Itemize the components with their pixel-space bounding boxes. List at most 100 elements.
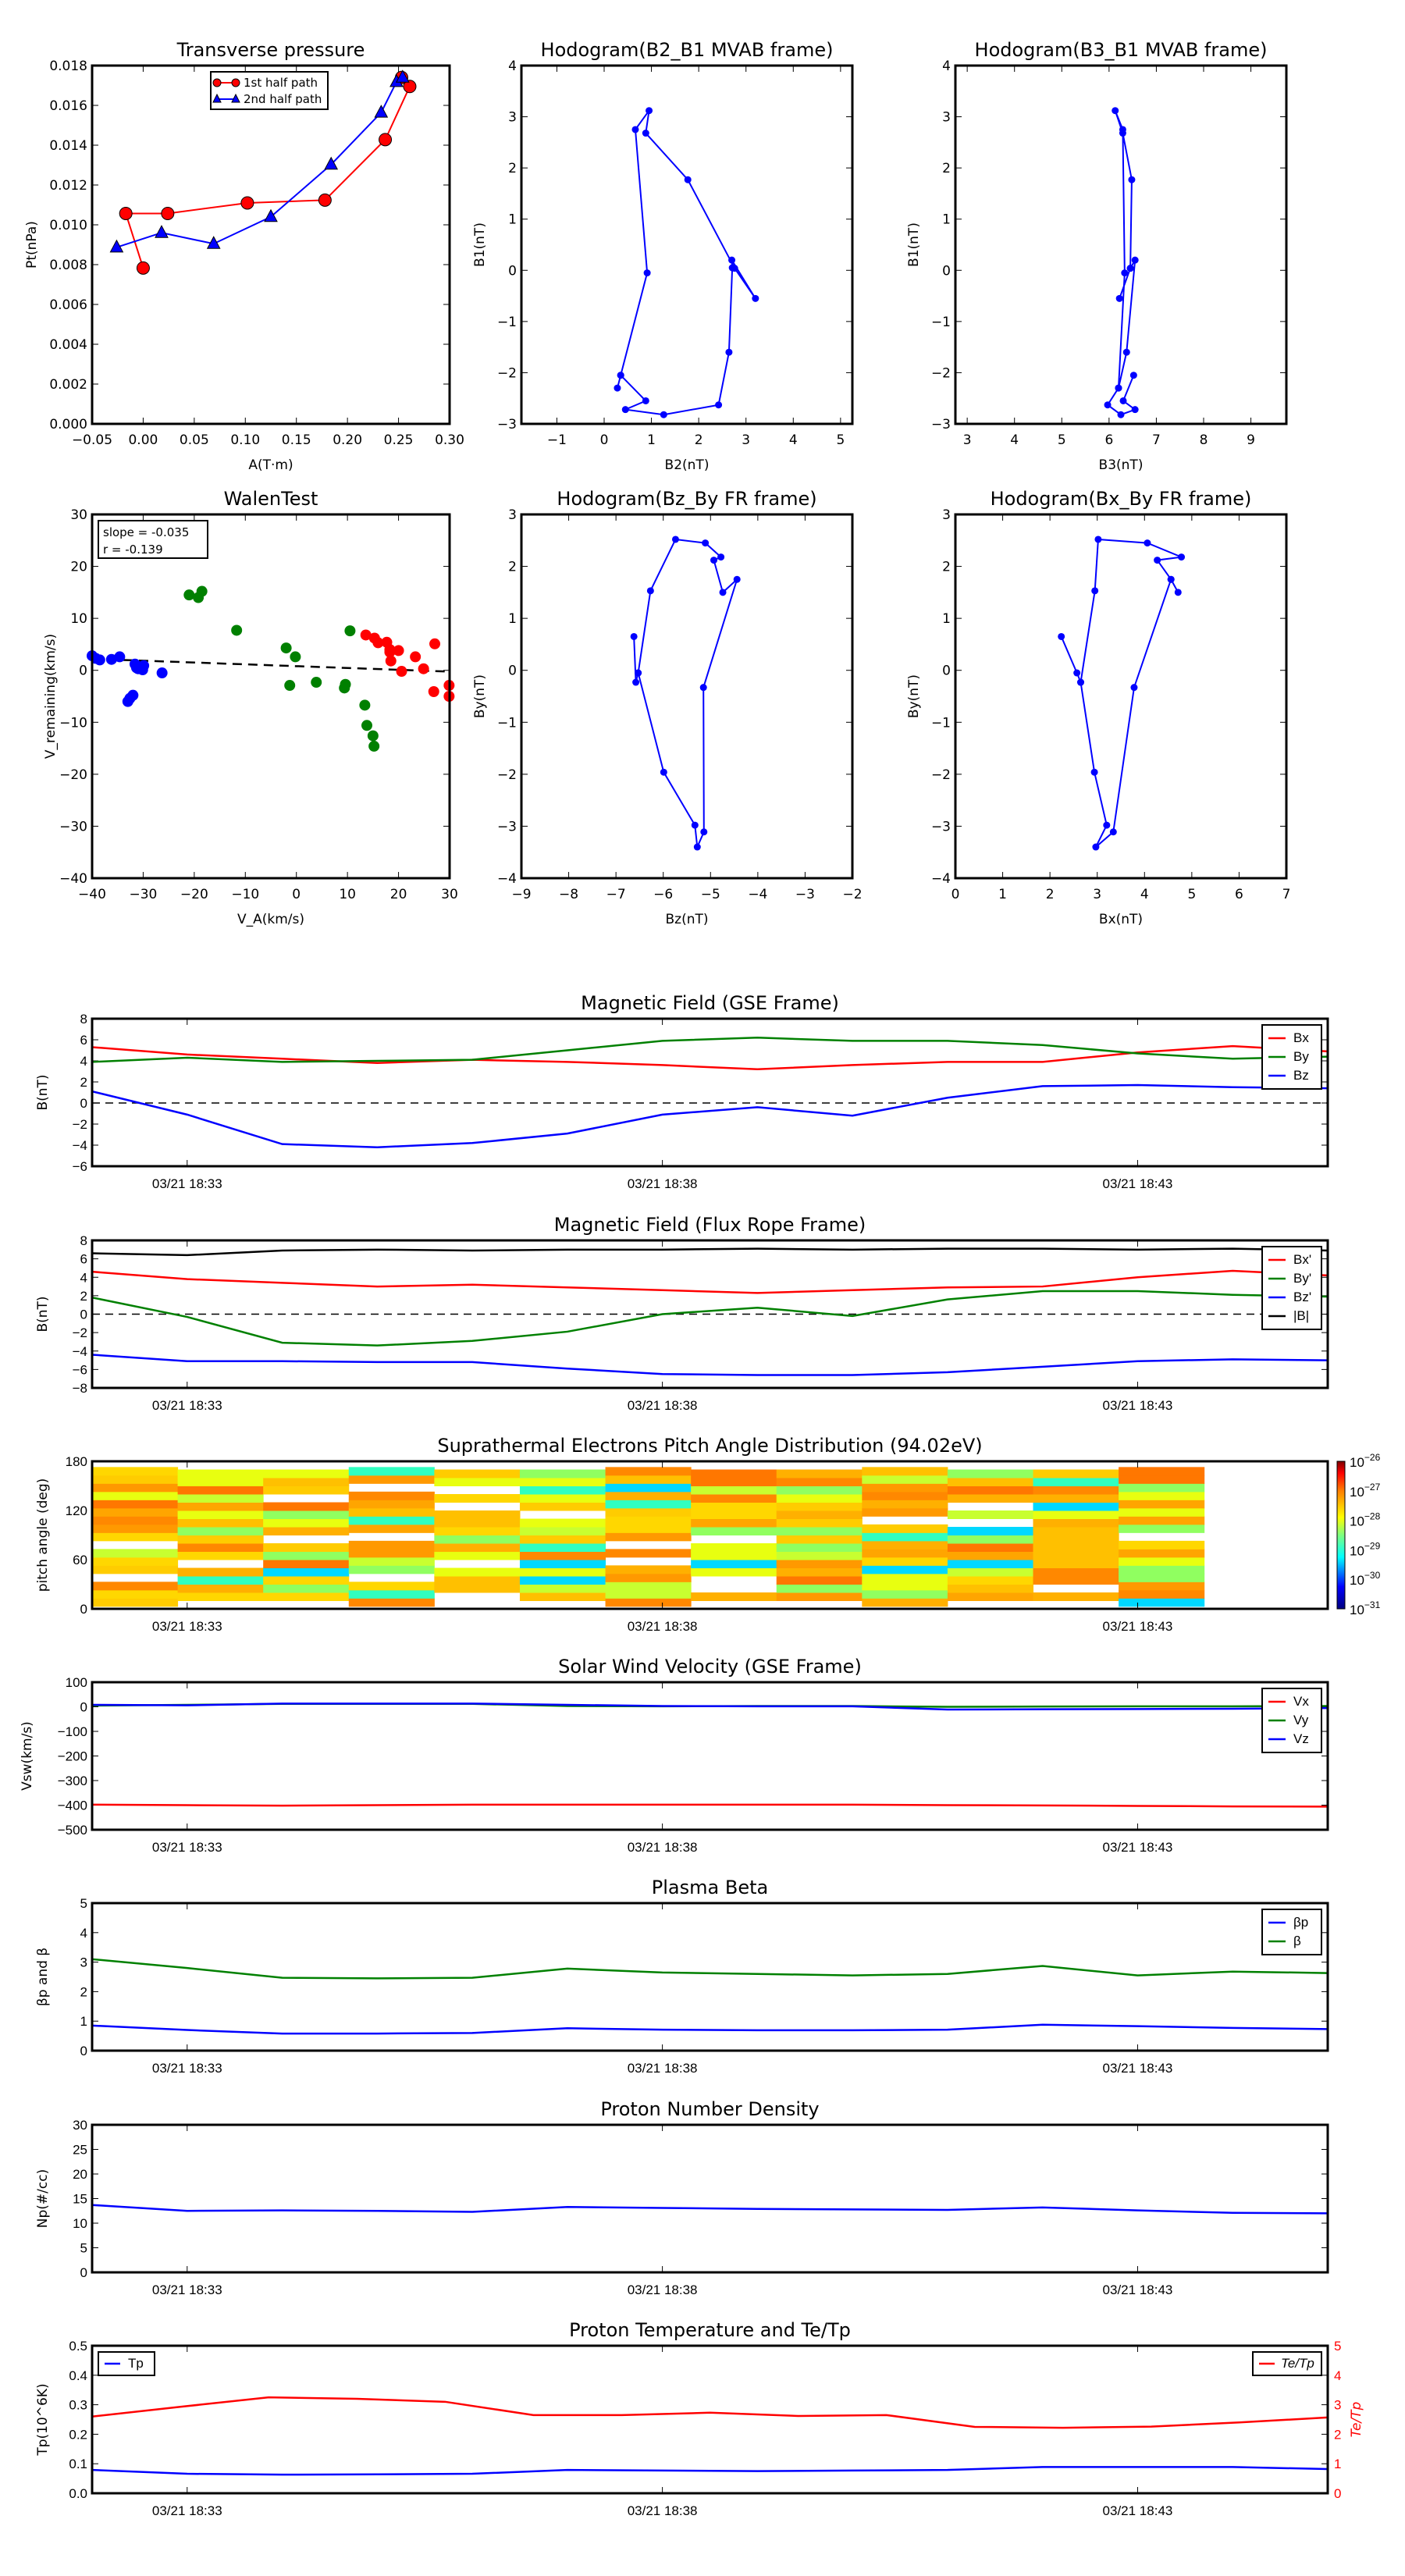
heatmap-cell <box>434 1543 521 1552</box>
heatmap-cell <box>177 1485 264 1495</box>
colorbar-tick-label: 10−30 <box>1350 1570 1381 1588</box>
x-tick-label: 0 <box>951 887 960 902</box>
y-tick-label: −1 <box>497 715 517 731</box>
x-tick-label: 3 <box>742 432 750 448</box>
marker-point <box>630 632 638 640</box>
legend-label: βp <box>1293 1915 1308 1930</box>
y-tick-label: 0.3 <box>69 2398 87 2413</box>
heatmap-cell <box>177 1510 264 1519</box>
y-tick-label: 0.008 <box>49 258 87 273</box>
heatmap-cell <box>862 1467 948 1476</box>
marker-point <box>684 176 692 183</box>
marker-point <box>1112 107 1119 115</box>
plot-frame <box>91 2344 1329 2495</box>
marker-1st half path <box>318 193 332 207</box>
y-axis-label: B1(nT) <box>472 222 488 267</box>
legend-label: By <box>1293 1049 1309 1064</box>
heatmap-cell <box>177 1469 264 1478</box>
heatmap-cell <box>519 1518 606 1528</box>
series-line-2nd half path <box>116 76 404 248</box>
marker-1st half path <box>136 261 150 275</box>
plot-frame <box>91 1902 1329 2052</box>
y-tick-label: 180 <box>66 1454 87 1469</box>
x-tick-label: 30 <box>441 887 458 902</box>
series-line-Vz <box>91 1703 1329 1711</box>
heatmap-cell <box>1119 1475 1205 1484</box>
marker-point <box>646 587 654 595</box>
x-tick-label: 03/21 18:38 <box>628 1619 698 1634</box>
y-tick-label: −200 <box>58 1749 87 1764</box>
x-tick-label: 1 <box>647 432 656 448</box>
marker-point <box>631 126 639 133</box>
heatmap-cell <box>862 1483 948 1493</box>
legend-label: 2nd half path <box>244 92 322 106</box>
heatmap-cell <box>263 1567 350 1577</box>
y-tick-label: −400 <box>58 1799 87 1813</box>
plot-frame <box>91 513 451 880</box>
x-tick-label: 03/21 18:43 <box>1103 1619 1173 1634</box>
heatmap-cell <box>862 1565 948 1574</box>
marker-point <box>1122 348 1130 356</box>
y-axis-label: By(nT) <box>472 674 488 718</box>
marker-point <box>700 828 708 836</box>
y-axis-label: B(nT) <box>35 1296 51 1332</box>
proton-temperature-chart: Proton Temperature and Te/Tp 0.0 0.1 0.2 0.3… <box>35 2319 1364 2518</box>
heatmap-cell <box>691 1567 777 1577</box>
colorbar-tick-label: 10−31 <box>1350 1599 1381 1617</box>
plot-frame <box>91 1017 1329 1168</box>
x-tick-label: −30 <box>129 887 157 902</box>
scatter-point-red <box>429 638 441 649</box>
y-tick-label: 8 <box>80 1012 87 1026</box>
x-tick-label: 8 <box>1200 432 1208 448</box>
legend-label: Tp <box>128 2356 144 2371</box>
legend-label: Bz <box>1293 1068 1309 1083</box>
x-axis-label: V_A(km/s) <box>237 912 304 927</box>
heatmap-cell <box>434 1551 521 1560</box>
plot-frame <box>954 64 1288 425</box>
colorbar-tick-label: 10−26 <box>1350 1452 1381 1470</box>
marker-point <box>693 843 701 851</box>
heatmap-cell <box>605 1507 692 1517</box>
scatter-point-green <box>280 642 292 654</box>
y-tick-label: 0 <box>80 2044 87 2058</box>
y-tick-label: 1 <box>80 2014 87 2029</box>
x-tick-label: 03/21 18:38 <box>628 2503 698 2518</box>
scatter-point-red <box>418 663 429 674</box>
heatmap-cell <box>947 1494 1034 1503</box>
x-axis-label: B3(nT) <box>1099 457 1144 473</box>
legend: Bx' By' Bz' |B| <box>1261 1246 1322 1330</box>
heatmap-cell <box>691 1510 777 1519</box>
y-tick-label: 0.012 <box>49 178 87 194</box>
marker-point <box>717 553 725 561</box>
y-tick-label: −6 <box>73 1159 87 1174</box>
marker-point <box>1091 587 1099 595</box>
marker-point <box>646 107 653 115</box>
heatmap-cell <box>605 1500 692 1509</box>
y-tick-label: −3 <box>497 417 517 432</box>
heatmap-cell <box>519 1592 606 1601</box>
marker-point <box>1092 843 1100 851</box>
pitch-angle-distribution-chart: Suprathermal Electrons Pitch Angle Distr… <box>35 1435 1381 1634</box>
series-line-βp <box>91 2023 1329 2035</box>
y-tick-label: 4 <box>508 59 517 74</box>
marker-point <box>1104 401 1112 409</box>
heatmap-cell <box>263 1560 350 1568</box>
heatmap-cell <box>947 1551 1034 1560</box>
heatmap-cell <box>519 1485 606 1495</box>
scatter-point-red <box>393 645 404 656</box>
hodogram-b2-b1-chart: Hodogram(B2_B1 MVAB frame) −3 −2 −1 0 1 2 3 4 −1 0… <box>472 39 854 473</box>
legend-frame <box>1261 1909 1322 1955</box>
heatmap-cell <box>348 1582 435 1591</box>
series-line-Vx <box>91 1803 1329 1808</box>
heatmap-cell <box>1033 1576 1119 1585</box>
y-tick-label: 10 <box>70 611 87 627</box>
right-y-tick-label: 1 <box>1334 2457 1341 2471</box>
y-tick-label: 1 <box>508 611 517 627</box>
colorbar-tick-label: 10−27 <box>1350 1482 1381 1500</box>
heatmap-cell <box>947 1535 1034 1544</box>
heatmap-cell <box>434 1478 521 1486</box>
series-line-Bx-By <box>1060 538 1185 848</box>
legend-label: Vx <box>1293 1694 1309 1709</box>
heatmap-cell <box>92 1491 179 1500</box>
